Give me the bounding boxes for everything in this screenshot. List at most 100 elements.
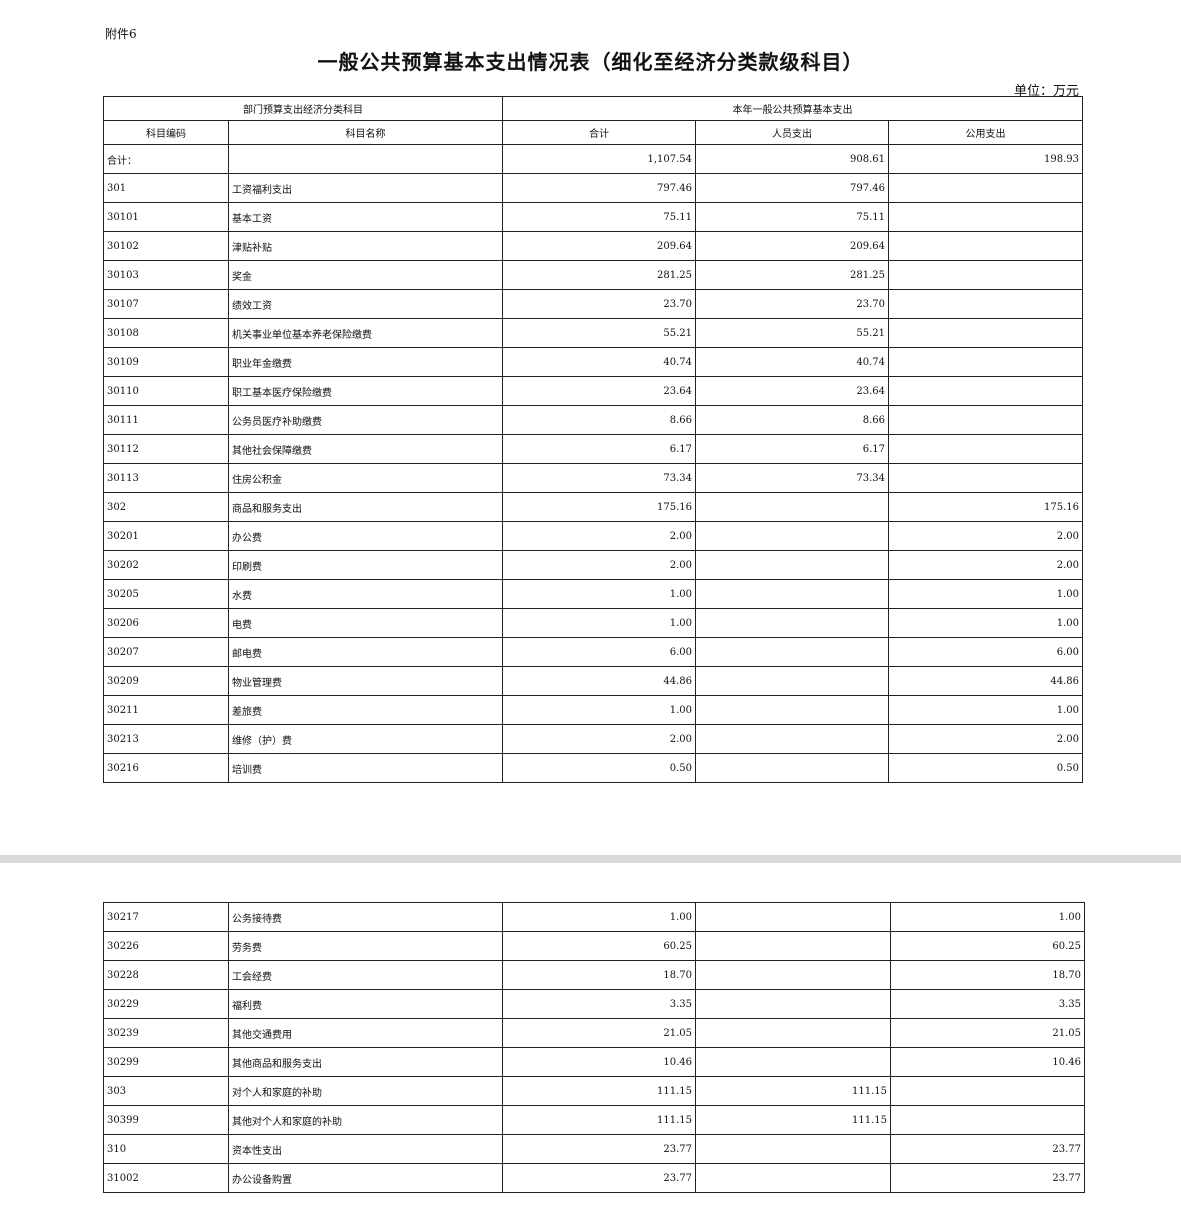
cell-code: 30206 — [103, 608, 229, 638]
cell-total: 209.64 — [502, 231, 696, 261]
cell-code: 302 — [103, 492, 229, 522]
table-row: 30399 其他对个人和家庭的补助 111.15 111.15 — [103, 1105, 1085, 1135]
cell-personnel: 111.15 — [695, 1105, 891, 1135]
cell-total: 1.00 — [502, 608, 696, 638]
cell-personnel — [695, 608, 889, 638]
cell-total: 21.05 — [502, 1018, 696, 1048]
table-row: 30229 福利费 3.35 3.35 — [103, 989, 1085, 1019]
cell-name: 基本工资 — [228, 202, 503, 232]
cell-name: 绩效工资 — [228, 289, 503, 319]
cell-public — [887, 260, 1084, 290]
cell-code: 30207 — [103, 637, 229, 667]
cell-total: 55.21 — [502, 318, 696, 348]
table-row: 30209 物业管理费 44.86 44.86 — [103, 666, 1084, 696]
cell-name: 其他交通费用 — [228, 1018, 503, 1048]
cell-code: 30109 — [103, 347, 229, 377]
cell-public: 2.00 — [887, 521, 1084, 551]
cell-name: 差旅费 — [228, 695, 503, 725]
cell-total: 1.00 — [502, 579, 696, 609]
cell-total: 1.00 — [502, 902, 696, 932]
cell-code: 30101 — [103, 202, 229, 232]
table-row: 30207 邮电费 6.00 6.00 — [103, 637, 1084, 667]
table-row: 303 对个人和家庭的补助 111.15 111.15 — [103, 1076, 1085, 1106]
cell-name: 其他商品和服务支出 — [228, 1047, 503, 1077]
cell-personnel — [695, 666, 889, 696]
cell-personnel: 8.66 — [695, 405, 889, 435]
table-row: 30108 机关事业单位基本养老保险缴费 55.21 55.21 — [103, 318, 1084, 348]
cell-personnel: 797.46 — [695, 173, 889, 203]
attachment-label: 附件6 — [105, 27, 137, 41]
cell-personnel — [695, 492, 889, 522]
cell-personnel — [695, 637, 889, 667]
table-row: 30213 维修（护）费 2.00 2.00 — [103, 724, 1084, 754]
header-code: 科目编码 — [103, 120, 229, 145]
header-total: 合计 — [502, 120, 696, 145]
table-row: 30111 公务员医疗补助缴费 8.66 8.66 — [103, 405, 1084, 435]
cell-name: 职业年金缴费 — [228, 347, 503, 377]
cell-code: 30111 — [103, 405, 229, 435]
cell-total: 111.15 — [502, 1105, 696, 1135]
cell-public — [887, 347, 1084, 377]
header-public: 公用支出 — [887, 120, 1084, 145]
table-row: 30103 奖金 281.25 281.25 — [103, 260, 1084, 290]
cell-code: 30211 — [103, 695, 229, 725]
table-row: 30299 其他商品和服务支出 10.46 10.46 — [103, 1047, 1085, 1077]
cell-code: 30103 — [103, 260, 229, 290]
cell-total: 23.70 — [502, 289, 696, 319]
cell-public — [887, 318, 1084, 348]
cell-name: 培训费 — [228, 753, 503, 783]
cell-personnel: 209.64 — [695, 231, 889, 261]
cell-code: 30112 — [103, 434, 229, 464]
expenditure-table-page2: 30217 公务接待费 1.00 1.00 30226 劳务费 60.25 60.25 3022… — [103, 902, 1085, 1193]
cell-code: 30299 — [103, 1047, 229, 1077]
cell-public — [887, 173, 1084, 203]
cell-personnel — [695, 579, 889, 609]
table-row: 310 资本性支出 23.77 23.77 — [103, 1134, 1085, 1164]
cell-public: 1.00 — [887, 695, 1084, 725]
cell-name: 住房公积金 — [228, 463, 503, 493]
cell-name: 其他对个人和家庭的补助 — [228, 1105, 503, 1135]
table-row: 31002 办公设备购置 23.77 23.77 — [103, 1163, 1085, 1193]
cell-public: 2.00 — [887, 724, 1084, 754]
table-row: 30211 差旅费 1.00 1.00 — [103, 695, 1084, 725]
expenditure-table-page1: 部门预算支出经济分类科目 本年一般公共预算基本支出 科目编码 科目名称 合计 人… — [103, 96, 1084, 783]
cell-code: 30239 — [103, 1018, 229, 1048]
header-group-row: 部门预算支出经济分类科目 本年一般公共预算基本支出 — [103, 96, 1084, 121]
cell-name: 奖金 — [228, 260, 503, 290]
header-group-right: 本年一般公共预算基本支出 — [501, 96, 1084, 121]
page-separator — [0, 855, 1181, 863]
cell-total: 6.00 — [502, 637, 696, 667]
cell-total: 23.64 — [502, 376, 696, 406]
cell-total: 10.46 — [502, 1047, 696, 1077]
cell-total: 0.50 — [502, 753, 696, 783]
cell-public — [887, 202, 1084, 232]
cell-name: 维修（护）费 — [228, 724, 503, 754]
cell-public — [887, 463, 1084, 493]
cell-code: 30213 — [103, 724, 229, 754]
cell-public — [887, 231, 1084, 261]
table-row: 30201 办公费 2.00 2.00 — [103, 521, 1084, 551]
cell-public: 6.00 — [887, 637, 1084, 667]
cell-personnel — [695, 724, 889, 754]
cell-total: 23.77 — [502, 1163, 696, 1193]
cell-total: 1,107.54 — [502, 144, 696, 174]
cell-code: 30209 — [103, 666, 229, 696]
cell-total: 2.00 — [502, 724, 696, 754]
table-row: 30206 电费 1.00 1.00 — [103, 608, 1084, 638]
cell-personnel — [695, 960, 891, 990]
cell-personnel: 73.34 — [695, 463, 889, 493]
cell-code: 30202 — [103, 550, 229, 580]
cell-public: 2.00 — [887, 550, 1084, 580]
cell-name: 其他社会保障缴费 — [228, 434, 503, 464]
unit-label: 单位：万元 — [1013, 84, 1079, 99]
cell-personnel: 6.17 — [695, 434, 889, 464]
table-row: 30216 培训费 0.50 0.50 — [103, 753, 1084, 783]
cell-personnel — [695, 1163, 891, 1193]
cell-public — [887, 405, 1084, 435]
cell-public: 0.50 — [887, 753, 1084, 783]
cell-public: 60.25 — [890, 931, 1085, 961]
cell-public: 1.00 — [890, 902, 1085, 932]
cell-personnel: 40.74 — [695, 347, 889, 377]
cell-personnel — [695, 902, 891, 932]
cell-code: 合计： — [103, 144, 229, 174]
